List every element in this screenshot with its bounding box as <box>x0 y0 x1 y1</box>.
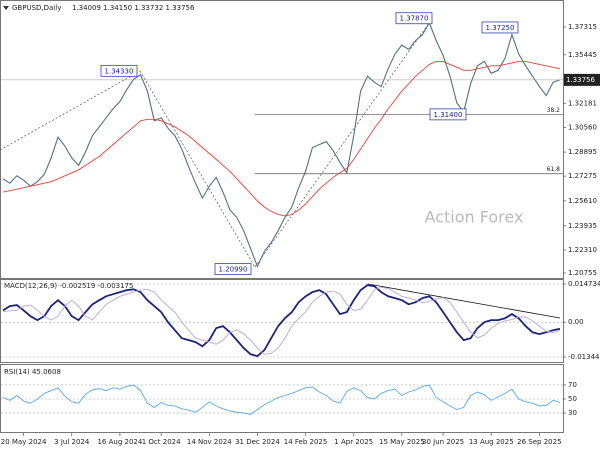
watermark: Action Forex <box>425 208 524 227</box>
y-tick-label: 1.23935 <box>568 222 597 230</box>
x-tick-label: 14 Nov 2024 <box>187 438 232 446</box>
series-line <box>2 60 561 217</box>
x-tick-label: 1 Oct 2024 <box>142 438 181 446</box>
annotation-box <box>481 21 519 34</box>
annotation-box <box>100 64 138 77</box>
fib-label: 61.8 <box>547 166 561 173</box>
y-tick-label: 70 <box>568 381 577 389</box>
annotation-box <box>395 12 433 25</box>
last-price-box <box>564 73 600 86</box>
x-tick-label: 26 Sep 2025 <box>517 438 561 446</box>
series-line <box>2 286 561 355</box>
y-tick-label: 1.28895 <box>568 148 597 156</box>
x-tick-label: 30 Jun 2025 <box>422 438 464 446</box>
series-line <box>2 21 561 268</box>
y-tick-label: 0.014734 <box>568 280 600 288</box>
x-tick-label: 20 May 2024 <box>1 438 47 446</box>
annotation-label: 1.34330 <box>105 67 134 75</box>
annotation-label: 1.37870 <box>400 15 429 23</box>
last-price-label: 1.33756 <box>566 76 595 84</box>
macd-panel <box>0 279 564 363</box>
y-tick-label: 1.35445 <box>568 51 597 59</box>
y-tick-label: 1.25610 <box>568 197 597 205</box>
x-tick-label: 3 Jul 2024 <box>54 438 90 446</box>
y-tick-label: 1.30560 <box>568 123 597 131</box>
x-tick-label: 1 Apr 2025 <box>334 438 373 446</box>
y-tick-label: 50 <box>568 395 577 403</box>
menu-arrow <box>3 6 9 10</box>
macd-trend-line <box>367 283 561 319</box>
trend-line <box>254 18 433 268</box>
price-panel <box>0 0 564 279</box>
y-tick-label: 1.27275 <box>568 172 597 180</box>
x-tick-label: 15 May 2025 <box>379 438 425 446</box>
rsi-title: RSI(14) 45.0608 <box>4 368 61 376</box>
y-tick-label: -0.013442 <box>568 353 600 361</box>
annotation-label: 1.37250 <box>486 24 515 32</box>
y-tick-label: 1.22310 <box>568 246 597 254</box>
trend-line <box>139 70 256 268</box>
macd-title: MACD(12,26,9) -0.002519 -0.003175 <box>4 282 133 290</box>
x-tick-label: 16 Aug 2024 <box>97 438 142 446</box>
y-tick-label: 30 <box>568 409 577 417</box>
y-tick-label: 0.00 <box>568 318 584 326</box>
y-tick-label: 1.32181 <box>568 99 597 107</box>
y-tick-label: 1.20755 <box>568 269 597 277</box>
ohlc-text: 1.34009 1.34150 1.33732 1.33756 <box>72 4 195 12</box>
x-tick-label: 13 Aug 2025 <box>469 438 514 446</box>
annotation-box <box>429 108 467 121</box>
fib-label: 38.2 <box>547 107 561 114</box>
chart-title: GBPUSD,Daily <box>12 4 61 12</box>
annotation-label: 1.31400 <box>434 111 463 119</box>
series-line <box>2 384 561 415</box>
series-line <box>2 284 561 358</box>
rsi-panel <box>0 364 564 433</box>
x-tick-label: 31 Dec 2024 <box>235 438 280 446</box>
annotation-box <box>214 263 252 275</box>
trend-line <box>0 70 141 151</box>
annotation-label: 1.20990 <box>219 266 248 274</box>
y-tick-label: 1.37315 <box>568 23 597 31</box>
x-tick-label: 14 Feb 2025 <box>284 438 328 446</box>
